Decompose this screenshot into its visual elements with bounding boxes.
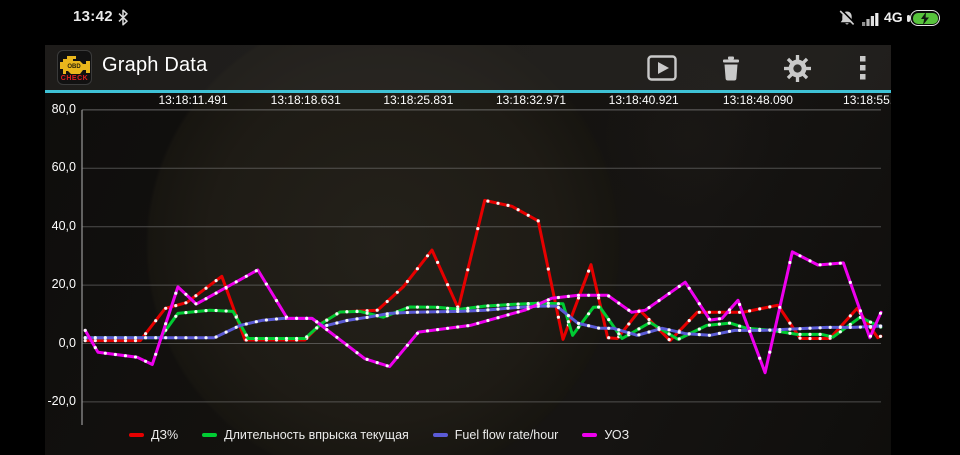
app-logo-icon[interactable]: OBD CHECK (57, 50, 92, 85)
y-tick-label: 40,0 (51, 218, 76, 233)
signal-strength-icon (862, 12, 880, 31)
y-tick-label: -20,0 (47, 393, 77, 408)
svg-text:OBD: OBD (67, 64, 81, 70)
x-axis-label: 13:18:55.2 (843, 93, 891, 107)
overflow-menu-icon (860, 55, 866, 79)
legend-item-0: ДЗ% (129, 428, 178, 442)
x-axis-label: 13:18:11.491 (158, 93, 228, 107)
y-tick-label: 20,0 (51, 277, 76, 292)
overflow-menu-button[interactable] (845, 54, 881, 82)
battery-charging-icon (907, 10, 940, 26)
legend-label: Длительность впрыска текущая (224, 428, 409, 442)
y-tick-label: 0,0 (58, 335, 76, 350)
action-bar: OBD CHECK Graph Data (45, 45, 891, 93)
play-button[interactable] (644, 54, 680, 82)
y-tick-label: 60,0 (51, 160, 76, 175)
settings-button[interactable] (779, 54, 815, 82)
play-icon (658, 62, 669, 74)
x-axis-label: 13:18:32.971 (495, 93, 567, 107)
legend-item-3: УОЗ (582, 428, 629, 442)
legend-item-1: Длительность впрыска текущая (202, 428, 409, 442)
legend-dash-icon (432, 433, 448, 437)
series-line-3 (83, 250, 883, 375)
legend-dash-icon (129, 433, 144, 437)
bluetooth-icon (117, 9, 129, 31)
legend-label: Fuel flow rate/hour (454, 428, 559, 442)
status-bar: 13:42 4G (0, 0, 960, 40)
legend-label: УОЗ (604, 428, 630, 442)
legend-item-2: Fuel flow rate/hour (432, 428, 559, 442)
notifications-muted-icon (838, 9, 856, 32)
network-type-label: 4G (884, 9, 903, 25)
graph-plot-area[interactable] (45, 45, 891, 455)
clock: 13:42 (73, 8, 113, 25)
y-tick-label: 80,0 (51, 101, 76, 116)
legend-dash-icon (582, 433, 598, 437)
x-axis-label: 13:18:48.090 (722, 93, 793, 107)
x-axis-label: 13:18:25.831 (383, 93, 454, 107)
trash-icon (723, 56, 739, 81)
x-axis-label: 13:18:40.921 (608, 93, 679, 107)
legend-dash-icon (202, 433, 218, 437)
value-axis: 80,0 60,0 40,0 20,0 0,0 -20,0 (45, 45, 77, 455)
chart-legend: ДЗ% Длительность впрыска текущая Fuel flow… (129, 428, 629, 442)
time-axis: 13:18:11.491 13:18:18.631 13:18:25.831 13:1… (45, 93, 891, 107)
series-line-0 (83, 198, 883, 343)
page-title: Graph Data (102, 54, 208, 76)
series-dots-3 (83, 254, 883, 368)
x-axis-label: 13:18:18.631 (270, 93, 341, 107)
legend-label: ДЗ% (151, 428, 179, 442)
delete-button[interactable] (713, 54, 749, 82)
app-window: OBD CHECK Graph Data (45, 45, 891, 455)
